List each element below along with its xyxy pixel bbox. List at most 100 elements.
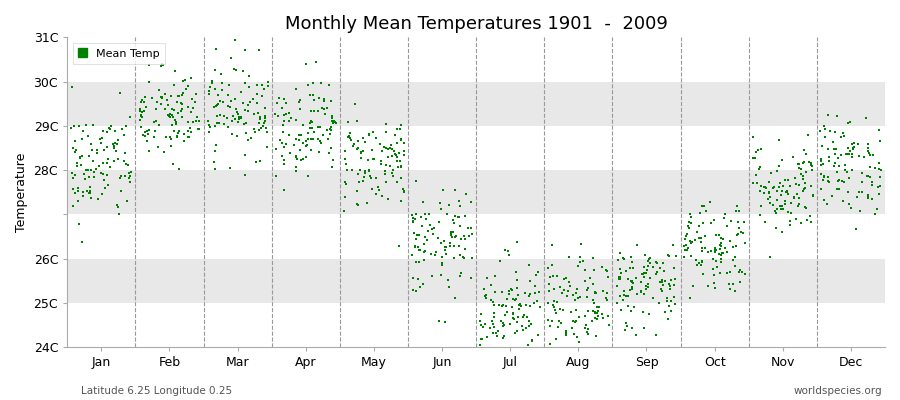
Point <box>842 148 857 154</box>
Point <box>238 120 253 126</box>
Point <box>78 166 93 173</box>
Point <box>506 315 520 321</box>
Point <box>66 186 80 192</box>
Point <box>397 188 411 194</box>
Point <box>726 244 741 250</box>
Point <box>473 322 488 329</box>
Point <box>776 183 790 189</box>
Point <box>381 154 395 160</box>
Point <box>505 304 519 310</box>
Point <box>826 138 841 145</box>
Point <box>122 170 136 176</box>
Point <box>103 126 117 132</box>
Point <box>822 146 836 152</box>
Point <box>533 304 547 310</box>
Point <box>261 83 275 89</box>
Point <box>772 163 787 170</box>
Point <box>640 267 654 274</box>
Point <box>678 247 692 254</box>
Point <box>802 159 816 165</box>
Point <box>772 180 787 186</box>
Point <box>779 188 794 194</box>
Point <box>723 286 737 292</box>
Point <box>780 209 795 215</box>
Point <box>861 150 876 156</box>
Point <box>655 279 670 285</box>
Point <box>190 114 204 121</box>
Point <box>163 114 177 121</box>
Point <box>230 108 244 115</box>
Point <box>392 126 407 132</box>
Point <box>523 290 537 297</box>
Point <box>394 136 409 142</box>
Point <box>666 282 680 288</box>
Point <box>209 46 223 52</box>
Point <box>118 150 132 157</box>
Point <box>599 268 614 274</box>
Point <box>303 146 318 153</box>
Point <box>390 140 404 146</box>
Point <box>385 167 400 173</box>
Point <box>277 160 292 167</box>
Point <box>374 158 388 164</box>
Point <box>82 174 96 180</box>
Point <box>578 278 592 284</box>
Point <box>637 325 652 331</box>
Point <box>457 236 472 242</box>
Point <box>558 327 572 334</box>
Point <box>323 123 338 130</box>
Point <box>728 288 742 294</box>
Point <box>351 144 365 151</box>
Point <box>814 156 829 162</box>
Point <box>242 73 256 80</box>
Point <box>385 153 400 159</box>
Point <box>852 208 867 214</box>
Point <box>828 128 842 135</box>
Point <box>357 168 372 174</box>
Point <box>718 211 733 218</box>
Point <box>171 130 185 137</box>
Point <box>490 332 504 339</box>
Point <box>503 321 517 327</box>
Point <box>523 278 537 284</box>
Point <box>487 314 501 320</box>
Point <box>761 179 776 185</box>
Point <box>610 283 625 290</box>
Point <box>855 179 869 185</box>
Point <box>522 318 536 324</box>
Point <box>364 186 379 192</box>
Point <box>365 147 380 153</box>
Point <box>683 210 698 217</box>
Point <box>857 154 871 160</box>
Point <box>767 184 781 190</box>
Point <box>732 225 746 231</box>
Point <box>653 279 668 286</box>
Point <box>408 244 422 250</box>
Point <box>86 157 100 164</box>
Point <box>490 330 504 337</box>
Point <box>588 289 602 295</box>
Point <box>436 238 451 244</box>
Point <box>412 247 427 253</box>
Point <box>796 176 811 182</box>
Point <box>95 191 110 197</box>
Point <box>634 279 648 286</box>
Point <box>349 200 364 207</box>
Point <box>708 245 723 251</box>
Point <box>820 201 834 208</box>
Point <box>295 156 310 162</box>
Point <box>369 175 383 181</box>
Point <box>658 278 672 284</box>
Point <box>446 254 461 261</box>
Point <box>814 162 828 168</box>
Point <box>658 309 672 315</box>
Point <box>224 98 238 104</box>
Point <box>193 126 207 132</box>
Point <box>230 133 244 139</box>
Point <box>502 288 517 294</box>
Point <box>102 124 116 131</box>
Point <box>624 277 638 284</box>
Point <box>384 146 399 152</box>
Point <box>165 121 179 128</box>
Point <box>616 256 631 262</box>
